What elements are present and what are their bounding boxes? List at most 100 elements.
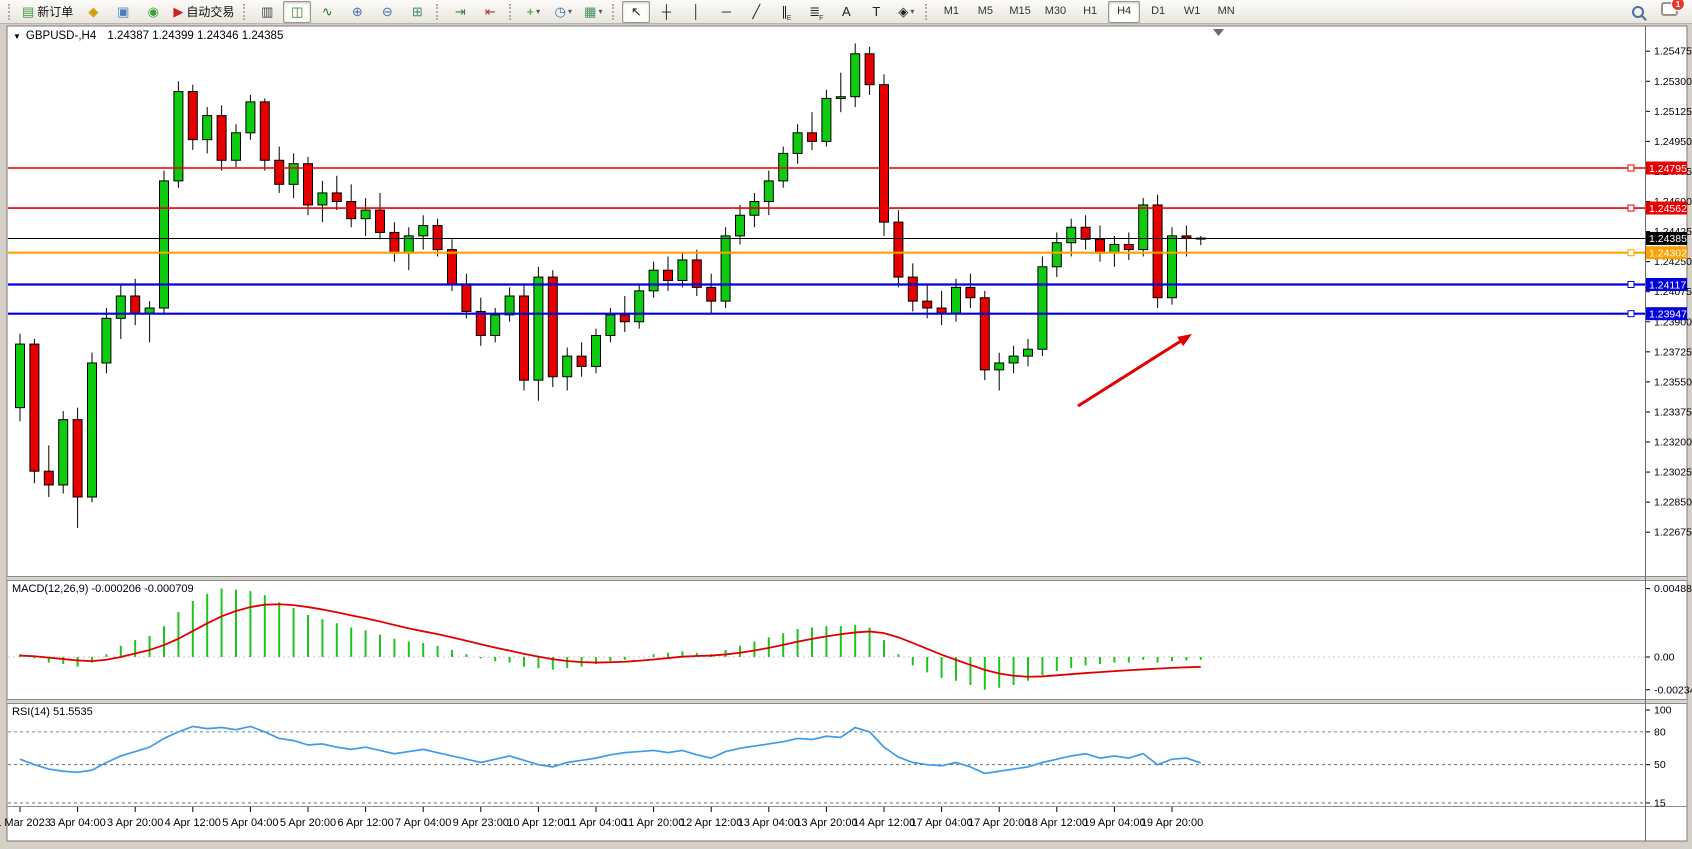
time-tick-label: 19 Apr 20:00 [1141,817,1203,829]
chart-title-dropdown-icon[interactable]: ▼ [13,32,21,41]
autotrading-button-label: 自动交易 [186,4,235,19]
text-button[interactable]: A [832,1,860,23]
time-tick-label: 11 Apr 04:00 [565,817,627,829]
line-chart-button[interactable]: ∿ [313,1,341,23]
ohlc-low: 1.24346 [196,30,239,42]
candle-up [87,362,97,498]
candle-down [965,286,976,299]
chart-shift-button[interactable]: ⇤ [476,1,504,23]
indicators-button[interactable]: + ▾ [519,1,547,23]
candlestick-button[interactable]: ◫ [283,0,312,23]
time-tick-label: 19 Apr 04:00 [1083,817,1145,829]
candle-down [274,159,285,185]
candle-up [1138,204,1149,251]
trendline-button[interactable]: ╱ [742,1,770,23]
macd-axis[interactable]: 0.004882 0.00 -0.002341 [1646,583,1692,696]
time-tick-label: 17 Apr 04:00 [910,817,972,829]
candle-up [144,307,155,314]
candle-down [879,84,889,223]
notifications-button[interactable]: 1 [1661,0,1685,21]
periods-button[interactable]: ◷ ▾ [549,1,577,23]
rsi-indicator-label: RSI(14) 51.5535 [12,706,93,718]
channel-button[interactable]: ∥ E [772,1,800,23]
candle-down [346,201,357,220]
signals-button[interactable]: ◉ [139,1,167,23]
horizontal-line-icon: ─ [721,4,731,19]
charts-window-button[interactable]: ▣ [109,1,137,23]
new-order-button-label: 新订单 [37,4,74,19]
search-button[interactable] [1624,1,1652,23]
time-tick-label: 17 Apr 20:00 [968,817,1030,829]
rsi-name: RSI(14) [12,706,50,718]
support-line-1-handle[interactable] [1627,280,1635,288]
crosshair-button[interactable]: ┼ [652,1,680,23]
glyph-subscript: F [819,14,824,22]
candle-up [490,314,501,336]
timeframe-d1-button[interactable]: D1 [1142,1,1174,23]
candle-up [159,180,169,309]
history-center-button[interactable]: ◆ [79,1,107,23]
candle-down [547,276,558,378]
toolbar-grip [243,3,248,20]
shapes-button[interactable]: ◈ ▾ [892,1,920,23]
horizontal-line-button[interactable]: ─ [712,1,740,23]
timeframe-m15-button[interactable]: M15 [1003,1,1036,23]
candle-down [29,343,40,472]
charts-window-icon: ▣ [117,4,130,19]
timeframe-m15-button-label: M15 [1009,5,1031,17]
horizontal-lines[interactable]: 1.24795 1.24562 1.24302 1.24117 1.23947 1.243… [8,161,1687,321]
rsi-axis[interactable]: 100 80 50 15 [1646,705,1672,810]
trend-arrow-head[interactable] [1177,334,1192,347]
candle-down [389,231,400,254]
time-tick-label: 7 Apr 04:00 [395,817,451,829]
zoom-out-button[interactable]: ⊖ [373,1,401,23]
shapes-icon: ◈ [898,4,909,19]
trend-arrow[interactable] [1077,337,1187,408]
auto-scroll-button[interactable]: ⇥ [446,1,474,23]
timeframe-m5-button[interactable]: M5 [969,1,1001,23]
candle-down [807,132,817,142]
bar-chart-button[interactable]: ▥ [253,1,281,23]
cursor-button[interactable]: ↖ [622,0,651,23]
timeframe-m30-button[interactable]: M30 [1039,1,1072,23]
resistance-line-1-price-tag-text: 1.24795 [1649,163,1687,175]
autotrading-button[interactable]: ▶ 自动交易 [169,1,238,23]
ohlc-close: 1.24385 [241,30,284,42]
timeframe-mn-button[interactable]: MN [1210,1,1242,23]
macd-tick-label: 0.00 [1654,651,1675,663]
vertical-line-button[interactable]: │ [682,1,710,23]
timeframe-m1-button[interactable]: M1 [935,1,967,23]
timeframe-w1-button[interactable]: W1 [1176,1,1208,23]
candle-up [951,286,961,314]
chart-shift-marker[interactable] [1213,29,1224,36]
pane-separator[interactable] [7,576,1687,581]
candle-down [331,192,342,203]
fibonacci-button[interactable]: ≣ F [802,1,830,23]
tile-windows-button[interactable]: ⊞ [403,1,431,23]
zoom-in-button[interactable]: ⊕ [343,1,371,23]
pivot-line-handle[interactable] [1627,249,1635,257]
bid-price-line-price-tag [1646,231,1687,245]
new-order-button[interactable]: ▤ 新订单 [18,1,77,23]
resistance-line-1-handle[interactable] [1627,164,1635,172]
label-button[interactable]: T [862,1,890,23]
macd-pane [19,588,1202,690]
candle-up [1023,348,1033,357]
tile-windows-icon: ⊞ [411,4,423,19]
support-line-2-handle[interactable] [1627,310,1635,318]
candle-down [432,225,443,251]
templates-button[interactable]: ▦ ▾ [579,1,607,23]
line-chart-icon: ∿ [321,4,333,19]
candle-up [504,295,515,316]
time-tick-label: 14 Apr 12:00 [853,817,915,829]
time-tick-label: 11 Apr 20:00 [623,817,685,829]
signals-icon: ◉ [147,4,159,19]
timeframe-h4-button[interactable]: H4 [1108,0,1141,23]
cursor-icon: ↖ [630,4,642,19]
resistance-line-2-handle[interactable] [1627,204,1635,212]
pane-separator[interactable] [7,699,1687,704]
chart-canvas[interactable]: 1.254751.253001.251251.249501.247751.246… [0,24,1692,849]
chart-symbol: GBPUSD-,H4 [25,30,97,42]
timeframe-h1-button[interactable]: H1 [1074,1,1106,23]
